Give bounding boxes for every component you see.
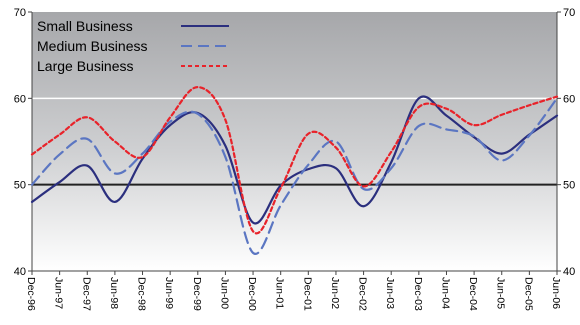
- x-tick-label: Dec-01: [301, 277, 313, 311]
- y-tick-label-left: 60: [14, 93, 26, 105]
- plot-background: [32, 12, 557, 271]
- y-tick-label-left: 40: [14, 266, 26, 278]
- x-tick-label: Jun-05: [495, 277, 507, 309]
- x-tick-label: Dec-98: [136, 277, 148, 311]
- series-line-medium-business: [30, 97, 559, 255]
- x-tick-label: Dec-05: [522, 277, 534, 311]
- x-tick-label: Jun-99: [163, 277, 175, 309]
- x-tick-label: Dec-96: [25, 277, 37, 311]
- x-tick-label: Dec-04: [467, 277, 479, 311]
- y-tick-label-right: 40: [563, 266, 575, 278]
- y-tick-label-right: 60: [563, 93, 575, 105]
- x-tick-label: Jun-02: [329, 277, 341, 309]
- y-tick-label-right: 70: [563, 7, 575, 19]
- x-tick-label: Jun-01: [274, 277, 286, 309]
- x-tick-label: Dec-00: [246, 277, 258, 311]
- y-tick-label-left: 70: [14, 7, 26, 19]
- x-tick-label: Jun-06: [550, 277, 562, 309]
- x-tick-label: Jun-97: [53, 277, 65, 309]
- x-tick-label: Dec-99: [191, 277, 203, 311]
- series-line-large-business: [30, 86, 559, 235]
- legend: Small Business Medium Business Large Busin…: [37, 18, 229, 74]
- x-tick-label: Dec-02: [357, 277, 369, 311]
- legend-label: Medium Business: [37, 38, 148, 54]
- x-tick-label: Jun-04: [439, 277, 451, 309]
- x-tick-label: Jun-98: [108, 277, 120, 309]
- x-tick-label: Dec-97: [80, 277, 92, 311]
- x-tick-label: Dec-03: [412, 277, 424, 311]
- y-tick-label-right: 50: [563, 180, 575, 192]
- legend-label: Small Business: [37, 18, 133, 34]
- legend-label: Large Business: [37, 58, 134, 74]
- axes: 40 40 50 50 60 60 70 70 Dec-96 Jun-97 Dec-97 Jun-98…: [14, 7, 576, 311]
- x-tick-label: Jun-03: [384, 277, 396, 309]
- series-lines: [30, 86, 559, 255]
- x-tick-label: Jun-00: [218, 277, 230, 309]
- y-tick-label-left: 50: [14, 180, 26, 192]
